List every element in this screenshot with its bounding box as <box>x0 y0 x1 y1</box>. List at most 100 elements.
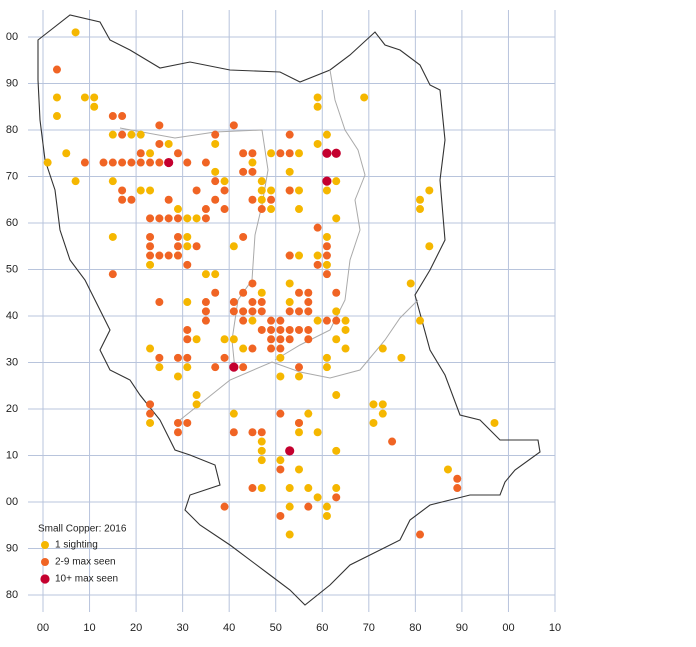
sighting-dot <box>267 149 276 158</box>
sighting-dot <box>322 232 331 241</box>
x-tick-label: 40 <box>223 622 235 634</box>
sighting-dot <box>295 149 303 158</box>
sighting-dot <box>211 177 220 186</box>
sighting-dot <box>220 353 229 362</box>
sighting-dot <box>108 130 117 139</box>
sighting-dot <box>257 437 266 446</box>
sighting-dot <box>155 121 164 130</box>
sighting-dot <box>211 363 220 372</box>
sighting-dot <box>276 511 285 520</box>
legend-label: 10+ max seen <box>55 574 118 585</box>
sighting-dot <box>183 214 192 223</box>
sighting-dot <box>341 325 350 334</box>
sighting-dot <box>313 260 322 269</box>
sighting-dot <box>257 177 266 186</box>
sighting-dot <box>267 335 276 344</box>
y-tick-label: 50 <box>6 263 18 275</box>
legend-swatch <box>41 558 49 566</box>
sighting-dot <box>276 325 285 334</box>
sighting-dot <box>173 242 182 251</box>
sighting-dot <box>267 316 276 325</box>
sighting-dot <box>285 335 294 344</box>
sighting-dot <box>155 139 164 148</box>
sighting-dot <box>155 251 164 260</box>
sighting-dot <box>220 186 229 195</box>
sighting-dot <box>173 214 182 223</box>
sighting-dot <box>267 195 276 204</box>
sighting-dot <box>173 232 182 241</box>
sighting-dot <box>52 112 61 121</box>
sighting-dot <box>90 102 99 111</box>
sighting-dot <box>239 232 248 241</box>
sighting-dot <box>285 530 294 539</box>
sighting-dot <box>332 214 341 223</box>
sighting-dot <box>257 446 266 455</box>
sighting-dot <box>173 251 182 260</box>
sighting-dot <box>295 288 303 297</box>
sighting-dot <box>267 205 276 214</box>
sighting-dot <box>229 428 238 437</box>
sighting-dot <box>248 298 257 307</box>
sighting-dot <box>248 428 257 437</box>
sighting-dot <box>285 167 294 176</box>
sighting-dot <box>285 502 294 511</box>
district-boundary <box>119 69 419 421</box>
sighting-dot <box>416 530 425 539</box>
sighting-dot <box>332 307 341 316</box>
sighting-dot <box>173 205 182 214</box>
sighting-dot <box>108 158 117 167</box>
x-tick-label: 60 <box>316 622 328 634</box>
sighting-dot <box>304 307 313 316</box>
sighting-dot <box>71 28 80 37</box>
sighting-dot <box>295 418 303 427</box>
sighting-dot <box>453 484 462 493</box>
legend-label: 2-9 max seen <box>55 557 116 568</box>
sighting-dot <box>146 400 155 409</box>
y-tick-label: 20 <box>6 403 18 415</box>
sighting-dot <box>295 372 303 381</box>
sighting-dot <box>397 353 406 362</box>
x-tick-label: 70 <box>363 622 375 634</box>
sighting-dot <box>239 363 248 372</box>
sighting-dot <box>201 158 210 167</box>
sighting-dot <box>108 112 117 121</box>
sighting-dot <box>295 251 303 260</box>
sighting-dot <box>276 372 285 381</box>
sighting-dot <box>295 325 303 334</box>
sighting-dot <box>304 325 313 334</box>
sighting-dot <box>99 158 108 167</box>
legend-swatch <box>40 574 50 584</box>
sighting-dot <box>229 121 238 130</box>
sighting-dot <box>229 335 238 344</box>
sighting-dot <box>211 270 220 279</box>
sighting-dot <box>192 400 201 409</box>
sighting-dot <box>155 158 164 167</box>
sighting-dot <box>211 130 220 139</box>
sighting-dot <box>304 288 313 297</box>
sighting-dot <box>146 214 155 223</box>
sighting-dot <box>201 270 210 279</box>
sighting-dot <box>248 484 257 493</box>
x-tick-label: 10 <box>83 622 95 634</box>
sighting-dot <box>416 316 425 325</box>
sighting-dot <box>322 316 331 325</box>
sighting-dot <box>127 158 136 167</box>
sighting-dot <box>183 298 192 307</box>
sighting-dot <box>313 139 322 148</box>
sighting-dot <box>164 195 173 204</box>
sighting-dot <box>136 130 145 139</box>
x-tick-label: 10 <box>549 622 561 634</box>
sighting-dot <box>285 130 294 139</box>
y-tick-label: 90 <box>6 542 18 554</box>
sighting-dot <box>192 335 201 344</box>
sighting-dot <box>322 511 331 520</box>
legend-label: 1 sighting <box>55 540 98 551</box>
sighting-dot <box>304 502 313 511</box>
sighting-dot <box>276 353 285 362</box>
sighting-dot <box>201 214 210 223</box>
sighting-dot <box>80 158 89 167</box>
sighting-dot <box>173 353 182 362</box>
legend: 1 sighting 2-9 max seen 10+ max seen <box>40 540 118 585</box>
y-tick-label: 30 <box>6 356 18 368</box>
sighting-dot <box>136 186 145 195</box>
